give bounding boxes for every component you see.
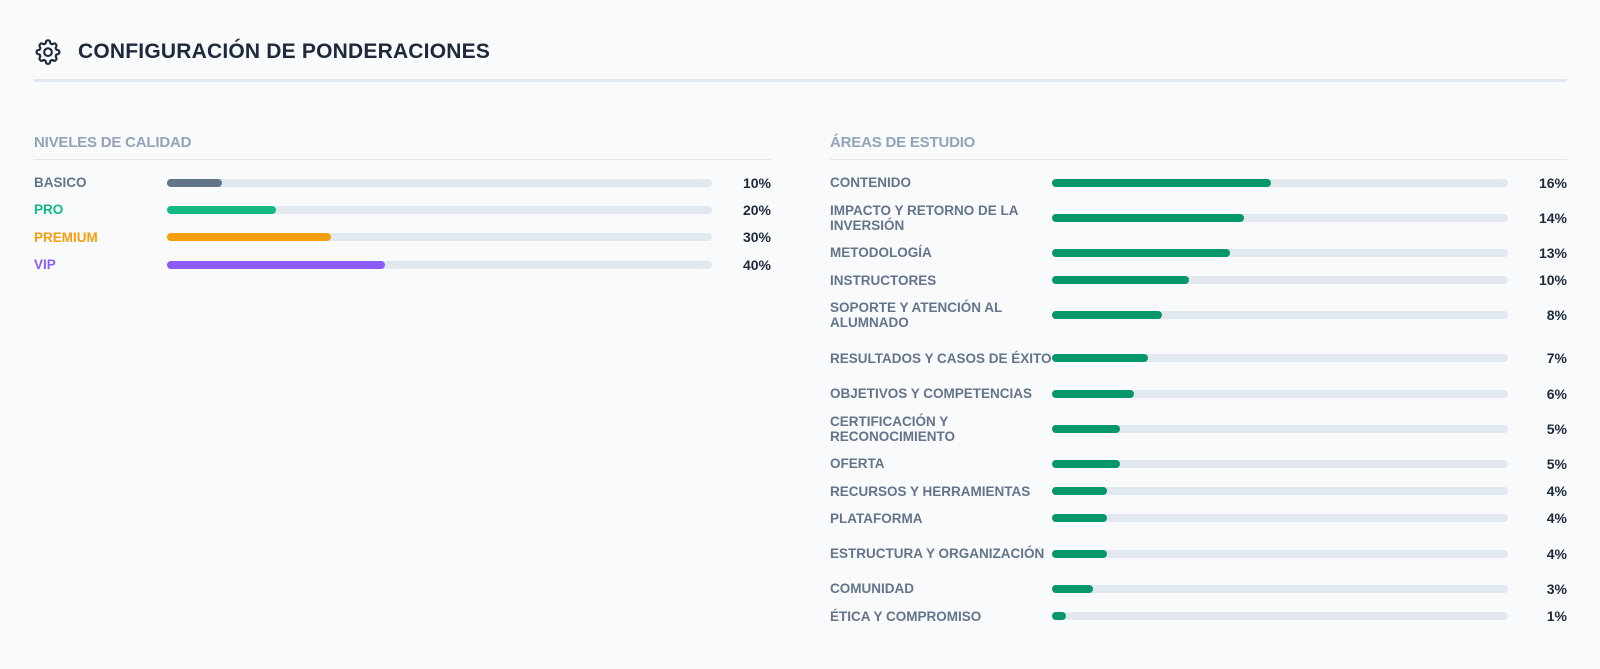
value-label: 20% bbox=[742, 201, 771, 218]
category-label: COMUNIDAD bbox=[830, 581, 914, 597]
value-label: 13% bbox=[1538, 244, 1567, 261]
bar-track bbox=[1052, 389, 1508, 398]
bar-track bbox=[1052, 487, 1508, 496]
category-label: PRO bbox=[34, 202, 64, 218]
bar-row: PRO 20% bbox=[34, 196, 771, 223]
chart-title: ÁREAS DE ESTUDIO bbox=[830, 130, 1567, 160]
bar-row: ESTRUCTURA Y ORGANIZACIÓN 4% bbox=[830, 532, 1567, 575]
bar bbox=[1052, 487, 1107, 496]
value-label: 30% bbox=[742, 229, 771, 246]
category-label: ÉTICA Y COMPROMISO bbox=[830, 608, 982, 624]
bar-track bbox=[167, 205, 712, 214]
bar-row: VIP 40% bbox=[34, 251, 771, 278]
value-label: 16% bbox=[1538, 174, 1567, 191]
bar bbox=[167, 233, 331, 242]
category-label: VIP bbox=[34, 257, 56, 273]
value-label: 4% bbox=[1546, 545, 1567, 562]
value-label: 4% bbox=[1546, 483, 1567, 500]
bar-row: PLATAFORMA 4% bbox=[830, 505, 1567, 532]
bar-row: IMPACTO Y RETORNO DE LA INVERSIÓN 14% bbox=[830, 196, 1567, 239]
bar-track bbox=[1052, 276, 1508, 285]
category-label: SOPORTE Y ATENCIÓN AL ALUMNADO bbox=[830, 300, 1003, 331]
bar-row: COMUNIDAD 3% bbox=[830, 575, 1567, 602]
bar-track bbox=[1052, 584, 1508, 593]
bar-row: PREMIUM 30% bbox=[34, 224, 771, 251]
bar-track bbox=[1052, 248, 1508, 257]
bar-row: METODOLOGÍA 13% bbox=[830, 239, 1567, 266]
value-label: 10% bbox=[742, 174, 771, 191]
bar bbox=[1052, 459, 1121, 468]
value-label: 7% bbox=[1546, 350, 1567, 367]
bar bbox=[1052, 213, 1244, 222]
bar bbox=[167, 205, 276, 214]
bar-track bbox=[1052, 354, 1508, 363]
bar bbox=[1052, 354, 1148, 363]
category-label: METODOLOGÍA bbox=[830, 245, 932, 261]
value-label: 1% bbox=[1546, 608, 1567, 625]
bar-row: OBJETIVOS Y COMPETENCIAS 6% bbox=[830, 380, 1567, 407]
bar-row: RESULTADOS Y CASOS DE ÉXITO 7% bbox=[830, 337, 1567, 380]
bar-track bbox=[167, 178, 712, 187]
value-label: 5% bbox=[1546, 420, 1567, 437]
bar bbox=[1052, 389, 1135, 398]
bar-row: SOPORTE Y ATENCIÓN AL ALUMNADO 8% bbox=[830, 294, 1567, 337]
bar-track bbox=[1052, 178, 1508, 187]
study-areas-chart: ÁREAS DE ESTUDIO CONTENIDO 16% IMPACTO Y R… bbox=[830, 130, 1567, 630]
category-label: CERTIFICACIÓN Y RECONOCIMIENTO bbox=[830, 413, 956, 444]
category-label: IMPACTO Y RETORNO DE LA INVERSIÓN bbox=[830, 202, 1019, 233]
chart-rows: BASICO 10% PRO 20% PREMIUM 30% VIP 40% bbox=[34, 169, 771, 278]
bar-track bbox=[1052, 514, 1508, 523]
value-label: 40% bbox=[742, 256, 771, 273]
bar bbox=[1052, 276, 1189, 285]
bar-row: CONTENIDO 16% bbox=[830, 169, 1567, 196]
category-label: CONTENIDO bbox=[830, 175, 911, 191]
value-label: 4% bbox=[1546, 510, 1567, 527]
bar bbox=[1052, 549, 1107, 558]
value-label: 5% bbox=[1546, 455, 1567, 472]
bar bbox=[1052, 248, 1231, 257]
quality-levels-chart: NIVELES DE CALIDAD BASICO 10% PRO 20% PREMIU… bbox=[34, 130, 771, 278]
bar-track bbox=[1052, 213, 1508, 222]
bar-track bbox=[1052, 549, 1508, 558]
bar-row: RECURSOS Y HERRAMIENTAS 4% bbox=[830, 477, 1567, 504]
value-label: 6% bbox=[1546, 385, 1567, 402]
bar-row: INSTRUCTORES 10% bbox=[830, 267, 1567, 294]
bar bbox=[1052, 311, 1162, 320]
category-label: OBJETIVOS Y COMPETENCIAS bbox=[830, 386, 1033, 402]
bar bbox=[167, 178, 222, 187]
category-label: RESULTADOS Y CASOS DE ÉXITO bbox=[830, 350, 1052, 366]
category-label: RECURSOS Y HERRAMIENTAS bbox=[830, 483, 1031, 499]
page-header: CONFIGURACIÓN DE PONDERACIONES bbox=[34, 28, 1567, 82]
page-title: CONFIGURACIÓN DE PONDERACIONES bbox=[78, 40, 491, 63]
category-label: BASICO bbox=[34, 175, 87, 191]
bar-track bbox=[1052, 612, 1508, 621]
value-label: 8% bbox=[1546, 307, 1567, 324]
category-label: ESTRUCTURA Y ORGANIZACIÓN bbox=[830, 546, 1045, 562]
chart-rows: CONTENIDO 16% IMPACTO Y RETORNO DE LA INVE… bbox=[830, 169, 1567, 630]
value-label: 14% bbox=[1538, 209, 1567, 226]
chart-title: NIVELES DE CALIDAD bbox=[34, 130, 771, 160]
bar-track bbox=[1052, 311, 1508, 320]
bar bbox=[167, 260, 385, 269]
category-label: PREMIUM bbox=[34, 229, 98, 245]
bar-row: ÉTICA Y COMPROMISO 1% bbox=[830, 602, 1567, 629]
bar bbox=[1052, 178, 1272, 187]
category-label: PLATAFORMA bbox=[830, 510, 923, 526]
gear-icon bbox=[35, 39, 61, 65]
bar bbox=[1052, 584, 1094, 593]
bar bbox=[1052, 612, 1066, 621]
bar-track bbox=[1052, 424, 1508, 433]
category-label: INSTRUCTORES bbox=[830, 272, 937, 288]
value-label: 10% bbox=[1538, 272, 1567, 289]
bar-row: CERTIFICACIÓN Y RECONOCIMIENTO 5% bbox=[830, 407, 1567, 450]
category-label: OFERTA bbox=[830, 456, 885, 472]
bar-row: OFERTA 5% bbox=[830, 450, 1567, 477]
value-label: 3% bbox=[1546, 580, 1567, 597]
bar bbox=[1052, 424, 1121, 433]
bar-row: BASICO 10% bbox=[34, 169, 771, 196]
bar bbox=[1052, 514, 1107, 523]
bar-track bbox=[1052, 459, 1508, 468]
bar-track bbox=[167, 233, 712, 242]
bar-track bbox=[167, 260, 712, 269]
